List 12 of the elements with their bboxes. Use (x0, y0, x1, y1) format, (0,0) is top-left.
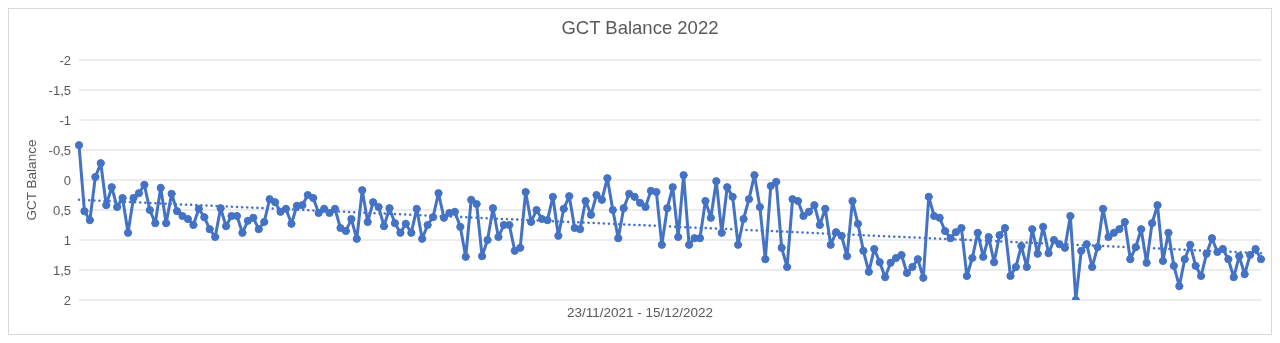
x-axis-title: 23/11/2021 - 15/12/2022 (566, 305, 714, 320)
y-tick-label: -1,5 (48, 82, 71, 98)
y-tick-label: 2 (63, 292, 71, 308)
chart-title: GCT Balance 2022 (560, 17, 720, 39)
y-axis-title: GCT Balance (23, 139, 39, 221)
y-tick-label: 0,5 (52, 202, 71, 218)
y-tick-label: 1 (63, 232, 71, 248)
y-tick-label: 0 (63, 172, 71, 188)
y-tick-label: -1 (59, 112, 71, 128)
y-tick-label: -2 (59, 52, 71, 68)
y-tick-label: 1,5 (52, 262, 71, 278)
y-tick-label: -0,5 (48, 142, 71, 158)
